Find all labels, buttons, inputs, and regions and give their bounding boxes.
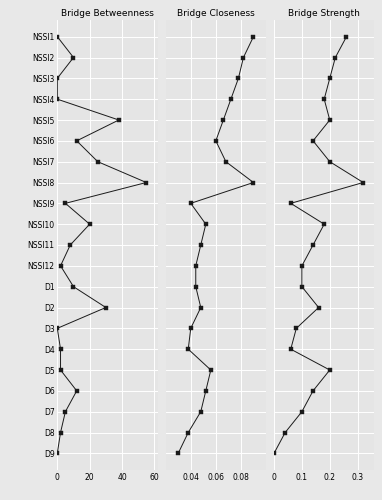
Title: Bridge Closeness: Bridge Closeness bbox=[177, 9, 255, 18]
Title: Bridge Strength: Bridge Strength bbox=[288, 9, 360, 18]
Title: Bridge Betweenness: Bridge Betweenness bbox=[61, 9, 154, 18]
